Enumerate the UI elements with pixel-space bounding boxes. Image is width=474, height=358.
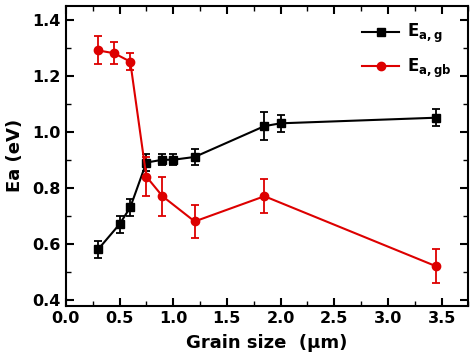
Y-axis label: Ea (eV): Ea (eV)	[6, 119, 24, 192]
X-axis label: Grain size  (μm): Grain size (μm)	[186, 334, 348, 352]
Legend: $\mathbf{E}_{\mathbf{a,g}}$, $\mathbf{E}_{\mathbf{a,gb}}$: $\mathbf{E}_{\mathbf{a,g}}$, $\mathbf{E}…	[354, 14, 460, 89]
